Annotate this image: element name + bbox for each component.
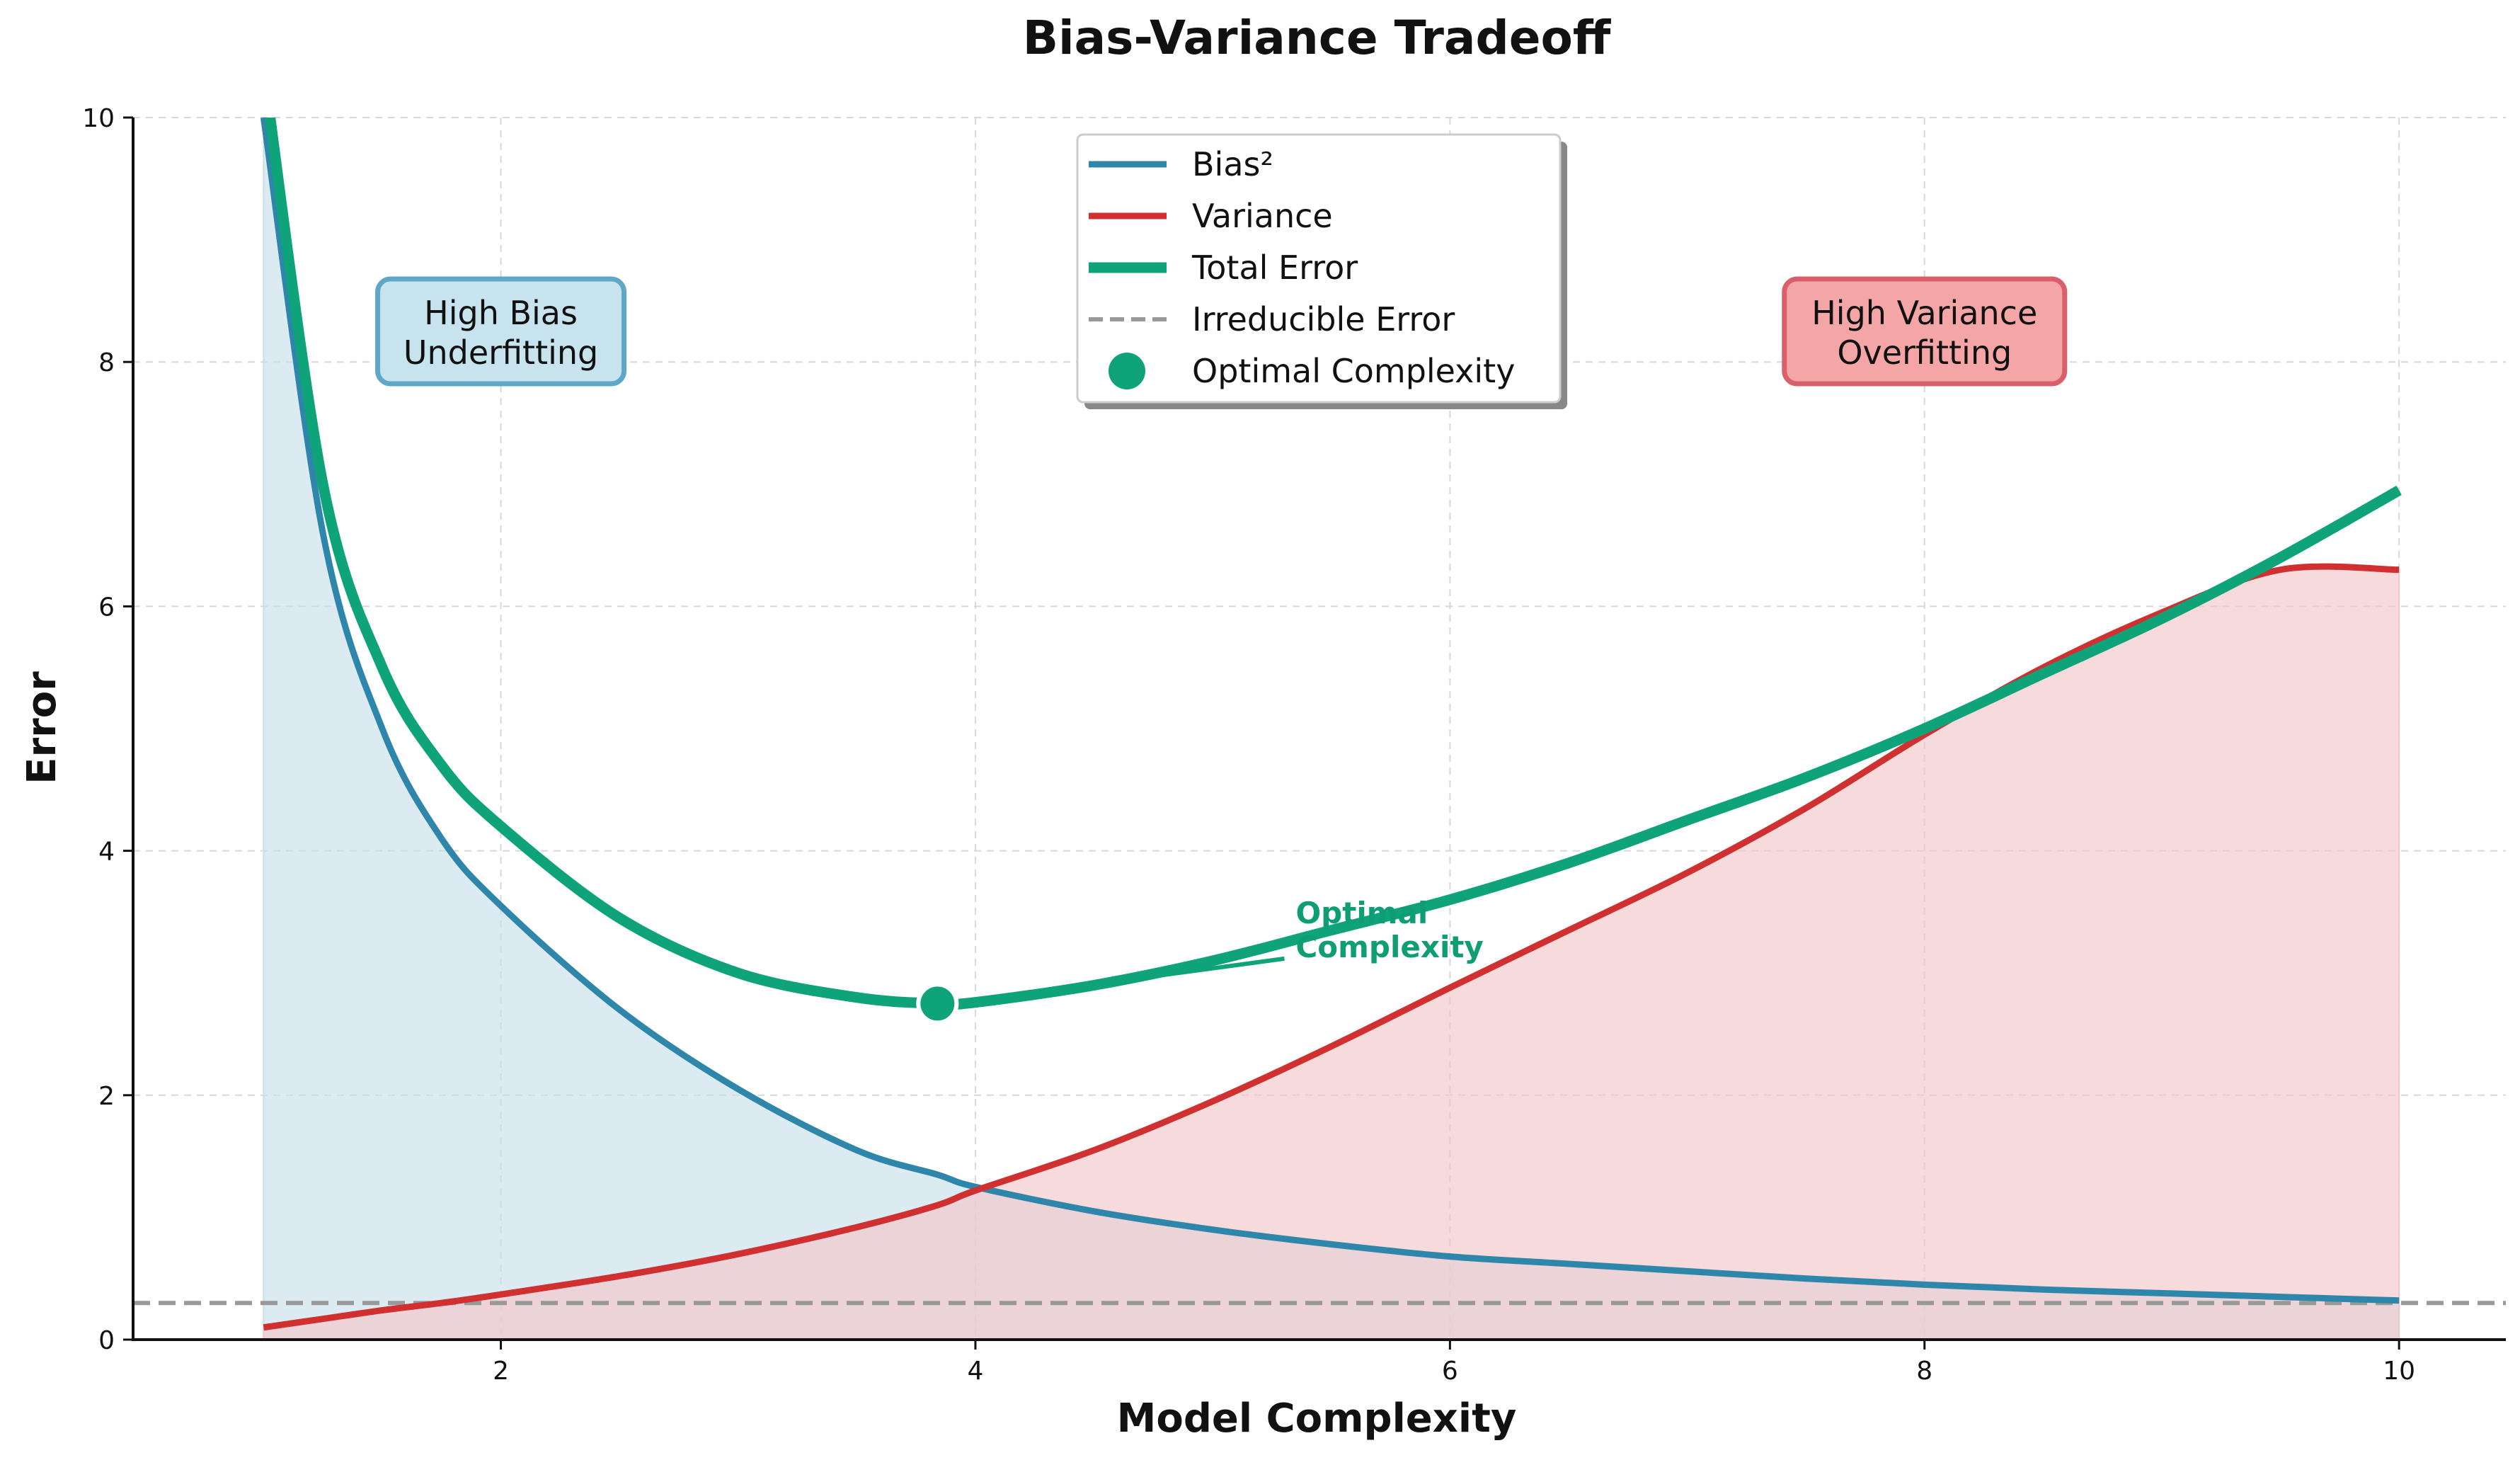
x-tick-label: 8 [1916, 1357, 1932, 1386]
y-tick-label: 4 [98, 838, 115, 867]
legend-label: Total Error [1191, 249, 1358, 287]
high-variance-label-line: High Variance [1811, 294, 2037, 332]
optimal-annotation-line: Complexity [1295, 930, 1483, 964]
legend-swatch-optimal [1109, 353, 1145, 389]
y-tick-label: 6 [98, 593, 115, 622]
y-tick-label: 8 [98, 348, 115, 377]
x-tick-label: 2 [493, 1357, 509, 1386]
legend-box [1076, 133, 1562, 404]
y-tick-label: 10 [82, 104, 115, 133]
high-variance-label-line: Overfitting [1837, 333, 2012, 372]
legend-label: Bias² [1192, 145, 1273, 183]
legend: Bias² Variance Total Error Irreducible Erro… [1076, 133, 1567, 409]
high-variance-box [1782, 276, 2068, 387]
optimal-marker [916, 982, 959, 1025]
x-tick-label: 6 [1442, 1357, 1458, 1386]
high-bias-label-line: High Bias [424, 294, 578, 332]
optimal-arrow [962, 956, 1285, 1005]
high-bias-box [375, 276, 627, 387]
legend-label: Variance [1192, 197, 1333, 235]
y-tick-label: 0 [98, 1326, 115, 1355]
x-tick-label: 4 [968, 1357, 984, 1386]
legend-label: Optimal Complexity [1192, 352, 1515, 390]
y-tick-label: 2 [98, 1082, 115, 1111]
optimal-annotation-line: Optimal [1295, 896, 1428, 930]
x-axis-label: Model Complexity [1117, 1396, 1517, 1442]
axes: 2 4 6 8 10 0 2 4 6 8 10 [82, 104, 2506, 1386]
y-axis-label: Error [19, 671, 65, 785]
x-tick-label: 10 [2383, 1357, 2415, 1386]
chart-title: Bias-Variance Tradeoff [1023, 11, 1612, 65]
high-bias-label-line: Underfitting [403, 333, 598, 372]
bias-line [260, 118, 2400, 1304]
legend-label: Irreducible Error [1192, 300, 1455, 338]
